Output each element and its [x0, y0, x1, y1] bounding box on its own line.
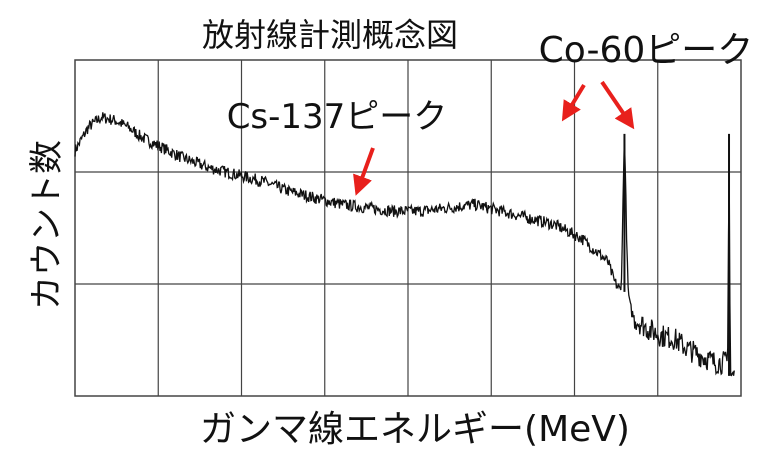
y-axis-label: カウント数 — [27, 140, 67, 310]
co60-arrow-right — [600, 80, 635, 130]
co60-arrow-left — [561, 83, 586, 122]
plot-frame — [74, 59, 742, 397]
annotation-arrows — [353, 80, 635, 196]
annotation-label: Co-60ピーク — [539, 30, 754, 71]
annotation-label: Cs-137ピーク — [227, 97, 448, 137]
plot-grid — [75, 60, 741, 396]
series-group — [74, 112, 735, 377]
cs137-arrow — [353, 147, 375, 196]
chart-title: 放射線計測概念図 — [202, 16, 458, 54]
x-axis-label: ガンマ線エネルギー(MeV) — [200, 409, 630, 450]
